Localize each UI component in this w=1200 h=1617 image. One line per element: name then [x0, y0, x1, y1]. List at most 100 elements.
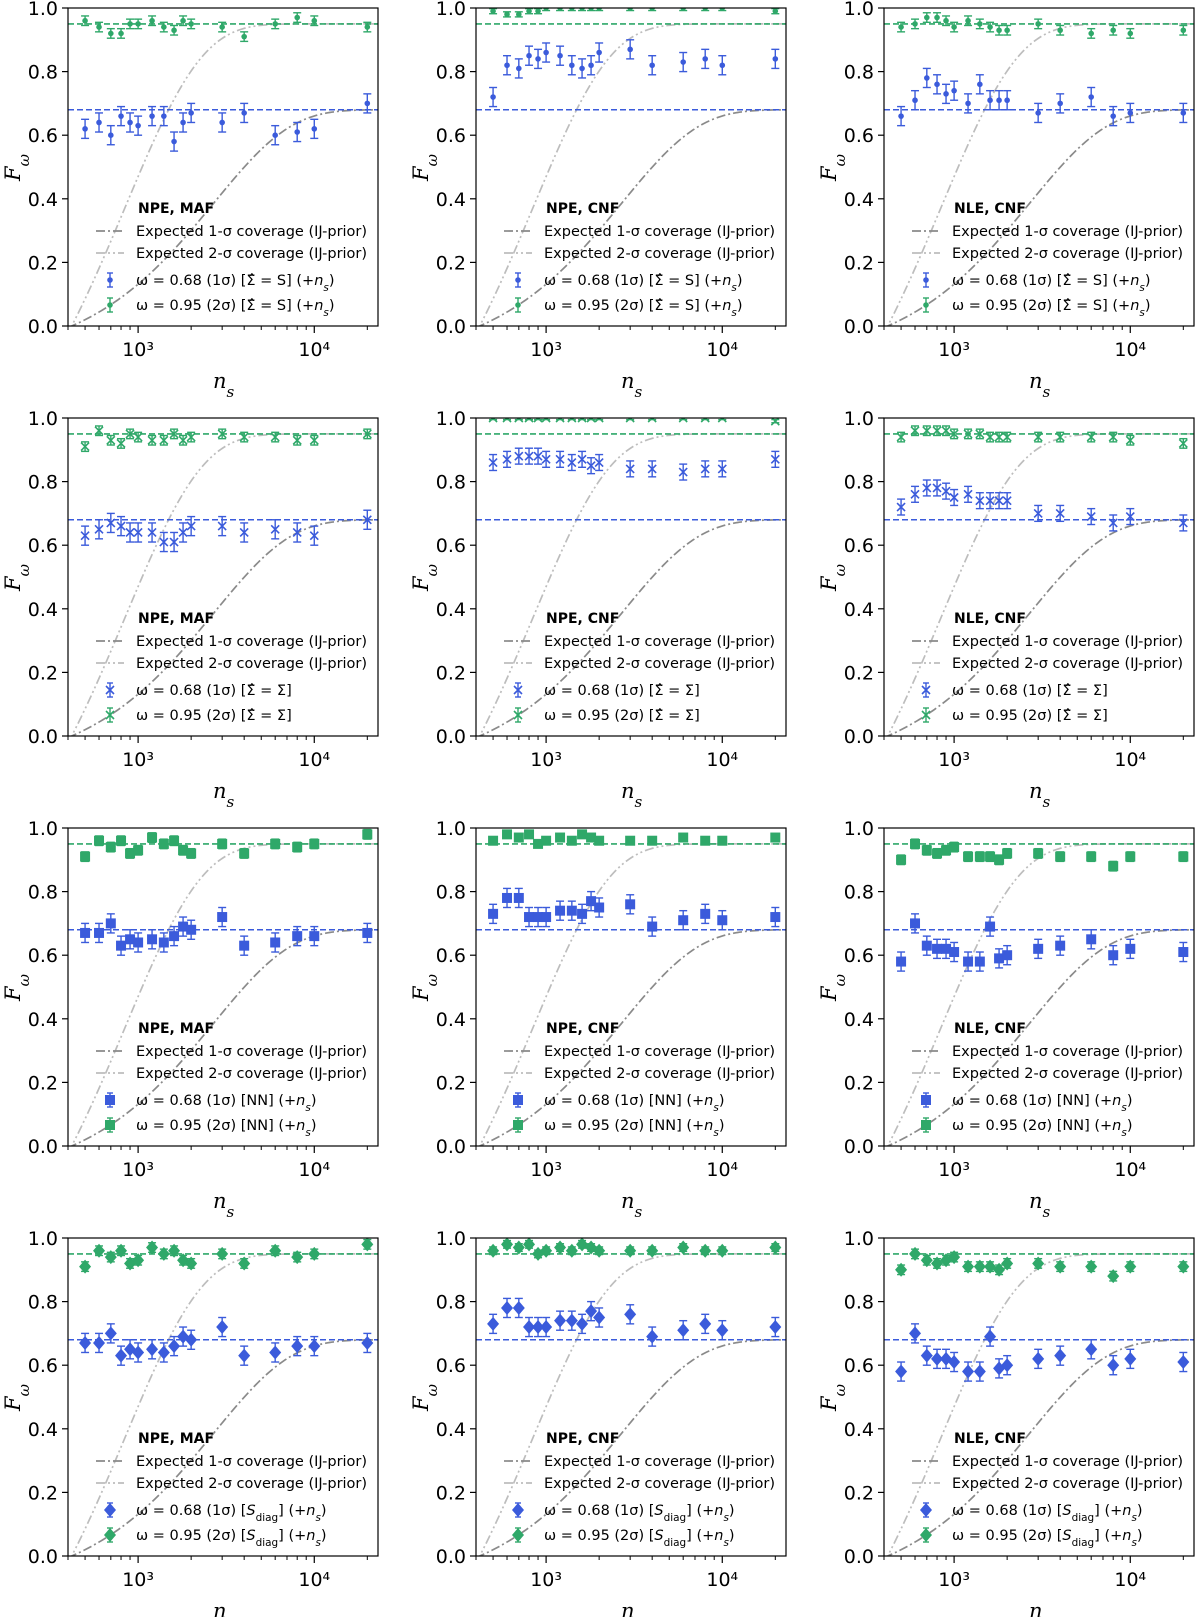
data-point	[1108, 432, 1118, 442]
data-point	[535, 8, 541, 14]
data-point	[159, 435, 169, 445]
y-tick-label: 0.0	[844, 316, 874, 338]
data-point	[526, 8, 532, 14]
data-point	[963, 489, 973, 499]
data-point	[171, 27, 177, 34]
data-point	[157, 1246, 170, 1261]
data-point	[974, 851, 985, 862]
legend-entry: Expected 1-σ coverage (IJ-prior)	[952, 634, 1183, 650]
data-point	[932, 943, 943, 954]
data-point	[308, 1246, 321, 1261]
data-point	[627, 8, 633, 11]
y-tick-label: 0.8	[436, 1292, 466, 1314]
data-point	[943, 17, 949, 24]
data-point	[1032, 1351, 1045, 1366]
legend-entry: ω = 0.68 (1σ) [NN] (+ns)	[136, 1093, 317, 1114]
y-tick-label: 1.0	[844, 408, 874, 430]
legend: NPE, CNF Expected 1-σ coverage (IJ-prior)…	[504, 1431, 775, 1549]
data-point	[569, 8, 575, 11]
data-point	[557, 52, 563, 59]
data-point	[566, 835, 577, 846]
data-point	[977, 21, 983, 27]
legend-entry: ω = 0.68 (1σ) [Sdiag] (+ns)	[544, 1503, 735, 1524]
data-point	[941, 943, 952, 954]
data-point	[699, 1316, 712, 1331]
legend-title: NPE, CNF	[546, 1021, 619, 1037]
data-point	[541, 912, 552, 923]
panel-r3c3: 0.0 0.2 0.4 0.6 0.8 1.0 10³ 10⁴ ns Fω NLE, CNF Expe…	[817, 818, 1195, 1221]
x-tick-label: 10⁴	[1114, 1159, 1146, 1181]
data-point	[1004, 97, 1010, 104]
y-axis-label: Fω	[409, 974, 441, 1002]
y-axis-label: Fω	[409, 1384, 441, 1412]
data-point	[985, 921, 996, 932]
data-point	[532, 1320, 545, 1335]
data-point	[239, 940, 250, 951]
series-1sigma	[489, 39, 780, 108]
legend-entry: Expected 2-σ coverage (IJ-prior)	[952, 1066, 1183, 1082]
data-point	[104, 1250, 117, 1265]
data-point	[362, 927, 373, 938]
data-point	[566, 905, 577, 916]
data-point	[625, 464, 635, 474]
y-tick-label: 1.0	[436, 0, 466, 20]
legend-entry: Expected 1-σ coverage (IJ-prior)	[136, 224, 367, 240]
x-axis-label: ns	[621, 779, 643, 811]
series-1sigma	[487, 1297, 782, 1347]
legend-entry: ω = 0.95 (2σ) [NN] (+ns)	[952, 1118, 1133, 1139]
data-point	[526, 52, 532, 59]
legend-marker	[921, 710, 931, 720]
legend-entry: Expected 1-σ coverage (IJ-prior)	[952, 224, 1183, 240]
x-tick-label: 10³	[530, 1569, 562, 1591]
data-point	[1055, 432, 1065, 442]
y-tick-label: 0.4	[28, 189, 58, 211]
data-point	[523, 1320, 536, 1335]
data-point	[135, 122, 141, 129]
data-point	[909, 1246, 922, 1261]
legend: NPE, MAF Expected 1-σ coverage (IJ-prior)…	[96, 611, 367, 724]
data-point	[932, 483, 942, 493]
legend-title: NPE, MAF	[138, 1431, 214, 1447]
legend-marker	[920, 1528, 932, 1542]
data-point	[524, 418, 534, 423]
data-point	[147, 934, 158, 945]
data-point	[931, 1351, 944, 1366]
data-point	[93, 1335, 106, 1350]
legend-marker	[107, 277, 113, 283]
panel-r1c2: 0.0 0.2 0.4 0.6 0.8 1.0 10³ 10⁴ ns Fω NPE, CNF Expe…	[409, 0, 787, 401]
legend-marker	[105, 685, 115, 695]
data-point	[702, 8, 709, 11]
series-1sigma	[488, 887, 781, 937]
data-point	[501, 1238, 514, 1252]
y-tick-label: 0.4	[844, 1009, 874, 1031]
data-point	[308, 1339, 321, 1354]
data-point	[127, 21, 133, 27]
data-point	[680, 59, 686, 65]
data-point	[922, 483, 932, 493]
expected-1sigma-curve	[885, 108, 1194, 326]
data-point	[216, 1246, 229, 1261]
data-point	[543, 8, 549, 11]
y-tick-label: 0.0	[436, 726, 466, 748]
data-point	[678, 418, 688, 423]
data-point	[1125, 435, 1135, 445]
data-point	[577, 908, 588, 919]
legend-entry: ω = 0.68 (1σ) [Sdiag] (+ns)	[136, 1503, 327, 1524]
legend-marker	[512, 1503, 524, 1517]
y-tick-label: 1.0	[28, 408, 58, 430]
y-tick-label: 1.0	[436, 408, 466, 430]
data-point	[1180, 110, 1187, 116]
data-point	[769, 1240, 782, 1255]
data-point	[362, 429, 372, 439]
legend-marker	[923, 302, 929, 308]
y-tick-label: 0.6	[436, 125, 466, 147]
data-point	[272, 132, 278, 138]
data-point	[514, 418, 524, 423]
legend-marker	[515, 277, 521, 283]
y-axis-label: Fω	[817, 154, 849, 182]
panel-r2c3: 0.0 0.2 0.4 0.6 0.8 1.0 10³ 10⁴ ns Fω NLE, CNF Expe…	[817, 408, 1195, 811]
legend-entry: ω = 0.95 (2σ) [Σ̂ = Σ]	[544, 708, 700, 724]
data-point	[895, 1262, 908, 1277]
data-point	[716, 1243, 729, 1258]
data-point	[1178, 518, 1188, 528]
